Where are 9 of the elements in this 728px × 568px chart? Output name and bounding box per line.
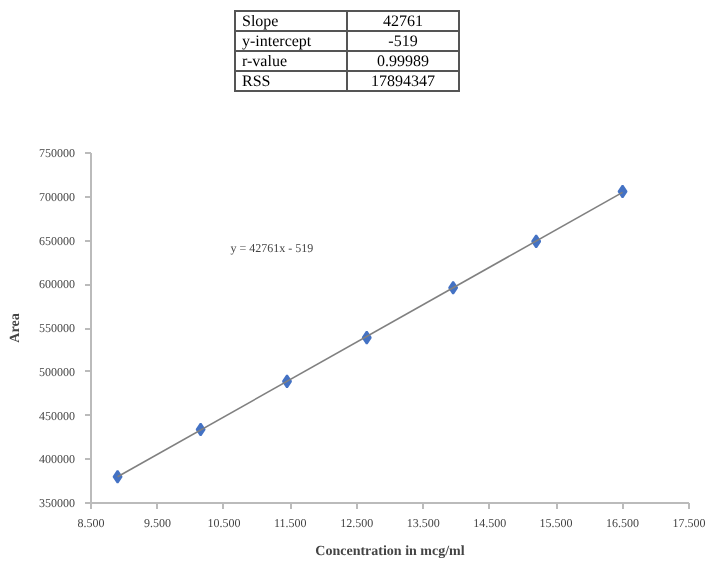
text: 42761	[347, 11, 459, 31]
text: -519	[347, 31, 459, 51]
text: 17894347	[347, 71, 459, 91]
text: 0.99989	[347, 51, 459, 71]
text: y-intercept	[235, 31, 347, 51]
text: Slope	[235, 11, 347, 31]
point	[617, 184, 628, 199]
text: RSS	[235, 71, 347, 91]
text: r-value	[235, 51, 347, 71]
